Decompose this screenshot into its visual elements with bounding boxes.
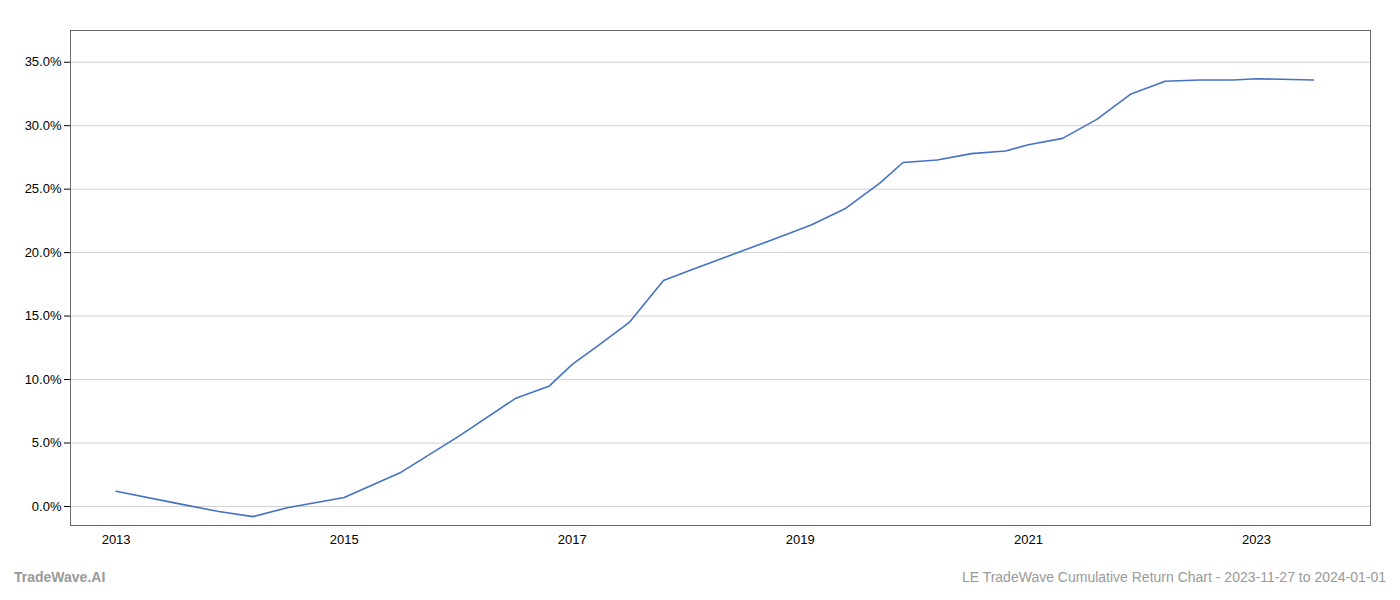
- svg-text:2021: 2021: [1014, 532, 1043, 547]
- svg-text:10.0%: 10.0%: [25, 372, 62, 387]
- html-text:TradeWave.AI: TradeWave.AI: [14, 569, 106, 585]
- svg-text:2017: 2017: [558, 532, 587, 547]
- svg-text:35.0%: 35.0%: [25, 54, 62, 69]
- svg-text:25.0%: 25.0%: [25, 181, 62, 196]
- svg-text:0.0%: 0.0%: [32, 499, 62, 514]
- svg-text:15.0%: 15.0%: [25, 308, 62, 323]
- svg-text:2023: 2023: [1242, 532, 1271, 547]
- html-text:LE TradeWave Cumulative Return: LE TradeWave Cumulative Return Chart - 2…: [961, 569, 1386, 585]
- svg-text:2015: 2015: [330, 532, 359, 547]
- svg-text:20.0%: 20.0%: [25, 245, 62, 260]
- svg-text:2013: 2013: [102, 532, 131, 547]
- svg-text:2019: 2019: [786, 532, 815, 547]
- svg-text:30.0%: 30.0%: [25, 118, 62, 133]
- svg-text:5.0%: 5.0%: [32, 435, 62, 450]
